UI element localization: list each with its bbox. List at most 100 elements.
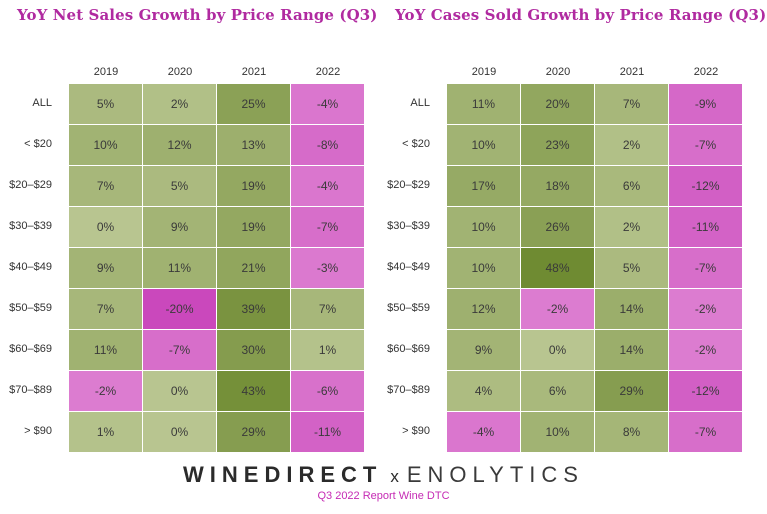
net-sales-cell: -4%	[291, 84, 364, 124]
cases-sold-row-label: $60–$69	[387, 343, 430, 355]
cases-sold-cell: 14%	[595, 289, 668, 329]
net-sales-chart-title: YoY Net Sales Growth by Price Range (Q3)	[17, 6, 378, 24]
cases-sold-cell: 10%	[447, 125, 520, 165]
net-sales-cell: 7%	[69, 166, 142, 206]
cases-sold-row-label: > $90	[402, 425, 430, 437]
cases-sold-cell: -2%	[521, 289, 594, 329]
net-sales-row-label: > $90	[24, 425, 52, 437]
enolytics-logo: ENOLYTICS	[406, 462, 584, 487]
cases-sold-cell: -2%	[669, 330, 742, 370]
cases-sold-cell: 18%	[521, 166, 594, 206]
cases-sold-cell: 2%	[595, 125, 668, 165]
cases-sold-row-label: $20–$29	[387, 179, 430, 191]
cases-sold-cell: 17%	[447, 166, 520, 206]
net-sales-cell: 1%	[291, 330, 364, 370]
net-sales-row-label: $60–$69	[9, 343, 52, 355]
cases-sold-cell: 11%	[447, 84, 520, 124]
net-sales-cell: 0%	[69, 207, 142, 247]
cases-sold-row-label: $70–$89	[387, 384, 430, 396]
cases-sold-cell: 0%	[521, 330, 594, 370]
net-sales-cell: 21%	[217, 248, 290, 288]
cases-sold-cell: -12%	[669, 166, 742, 206]
cases-sold-cell: 10%	[447, 207, 520, 247]
winedirect-logo: WINEDIRECT	[183, 462, 383, 487]
net-sales-cell: 13%	[217, 125, 290, 165]
net-sales-cell: 11%	[143, 248, 216, 288]
cases-sold-row-label: < $20	[402, 138, 430, 150]
net-sales-cell: 19%	[217, 166, 290, 206]
cases-sold-cell: 5%	[595, 248, 668, 288]
net-sales-cell: -7%	[143, 330, 216, 370]
cases-sold-cell: 2%	[595, 207, 668, 247]
net-sales-cell: 11%	[69, 330, 142, 370]
cases-sold-cell: 20%	[521, 84, 594, 124]
net-sales-cell: 5%	[69, 84, 142, 124]
cases-sold-cell: 10%	[447, 248, 520, 288]
net-sales-row-label: $40–$49	[9, 261, 52, 273]
cases-sold-cell: 26%	[521, 207, 594, 247]
net-sales-row-label: ALL	[32, 97, 52, 109]
net-sales-column-header: 2019	[93, 66, 119, 78]
net-sales-cell: 9%	[143, 207, 216, 247]
cases-sold-cell: -2%	[669, 289, 742, 329]
net-sales-cell: -11%	[291, 412, 364, 452]
net-sales-cell: 9%	[69, 248, 142, 288]
net-sales-row-label: $70–$89	[9, 384, 52, 396]
net-sales-cell: 19%	[217, 207, 290, 247]
net-sales-cell: 0%	[143, 412, 216, 452]
cases-sold-cell: -7%	[669, 125, 742, 165]
cases-sold-cell: 4%	[447, 371, 520, 411]
net-sales-cell: 10%	[69, 125, 142, 165]
net-sales-cell: -7%	[291, 207, 364, 247]
cases-sold-cell: -12%	[669, 371, 742, 411]
net-sales-cell: 12%	[143, 125, 216, 165]
cases-sold-cell: 6%	[521, 371, 594, 411]
cases-sold-column-header: 2022	[693, 66, 719, 78]
net-sales-row-label: $20–$29	[9, 179, 52, 191]
cases-sold-cell: 9%	[447, 330, 520, 370]
report-subtitle: Q3 2022 Report Wine DTC	[317, 490, 450, 502]
footer-logos: WINEDIRECT x ENOLYTICS	[0, 462, 767, 488]
cases-sold-cell: 6%	[595, 166, 668, 206]
cases-sold-cell: 23%	[521, 125, 594, 165]
net-sales-row-label: $30–$39	[9, 220, 52, 232]
net-sales-cell: 39%	[217, 289, 290, 329]
net-sales-column-header: 2021	[241, 66, 267, 78]
logo-separator: x	[390, 467, 399, 486]
cases-sold-row-label: $40–$49	[387, 261, 430, 273]
net-sales-cell: 30%	[217, 330, 290, 370]
net-sales-cell: 43%	[217, 371, 290, 411]
cases-sold-row-label: ALL	[410, 97, 430, 109]
net-sales-column-header: 2020	[167, 66, 193, 78]
cases-sold-cell: -9%	[669, 84, 742, 124]
net-sales-cell: 2%	[143, 84, 216, 124]
net-sales-cell: 7%	[291, 289, 364, 329]
cases-sold-cell: -7%	[669, 412, 742, 452]
net-sales-cell: 7%	[69, 289, 142, 329]
net-sales-cell: 25%	[217, 84, 290, 124]
net-sales-cell: 29%	[217, 412, 290, 452]
cases-sold-cell: -11%	[669, 207, 742, 247]
cases-sold-chart-title: YoY Cases Sold Growth by Price Range (Q3…	[395, 6, 767, 24]
cases-sold-cell: -4%	[447, 412, 520, 452]
cases-sold-cell: 8%	[595, 412, 668, 452]
net-sales-cell: -3%	[291, 248, 364, 288]
cases-sold-cell: 14%	[595, 330, 668, 370]
cases-sold-cell: 29%	[595, 371, 668, 411]
cases-sold-column-header: 2019	[471, 66, 497, 78]
net-sales-cell: -2%	[69, 371, 142, 411]
net-sales-row-label: $50–$59	[9, 302, 52, 314]
cases-sold-column-header: 2020	[545, 66, 571, 78]
cases-sold-column-header: 2021	[619, 66, 645, 78]
cases-sold-cell: 10%	[521, 412, 594, 452]
cases-sold-cell: 7%	[595, 84, 668, 124]
net-sales-cell: -6%	[291, 371, 364, 411]
cases-sold-cell: 48%	[521, 248, 594, 288]
net-sales-cell: 1%	[69, 412, 142, 452]
net-sales-cell: 5%	[143, 166, 216, 206]
cases-sold-cell: 12%	[447, 289, 520, 329]
net-sales-cell: -4%	[291, 166, 364, 206]
net-sales-cell: -20%	[143, 289, 216, 329]
net-sales-cell: 0%	[143, 371, 216, 411]
cases-sold-row-label: $30–$39	[387, 220, 430, 232]
